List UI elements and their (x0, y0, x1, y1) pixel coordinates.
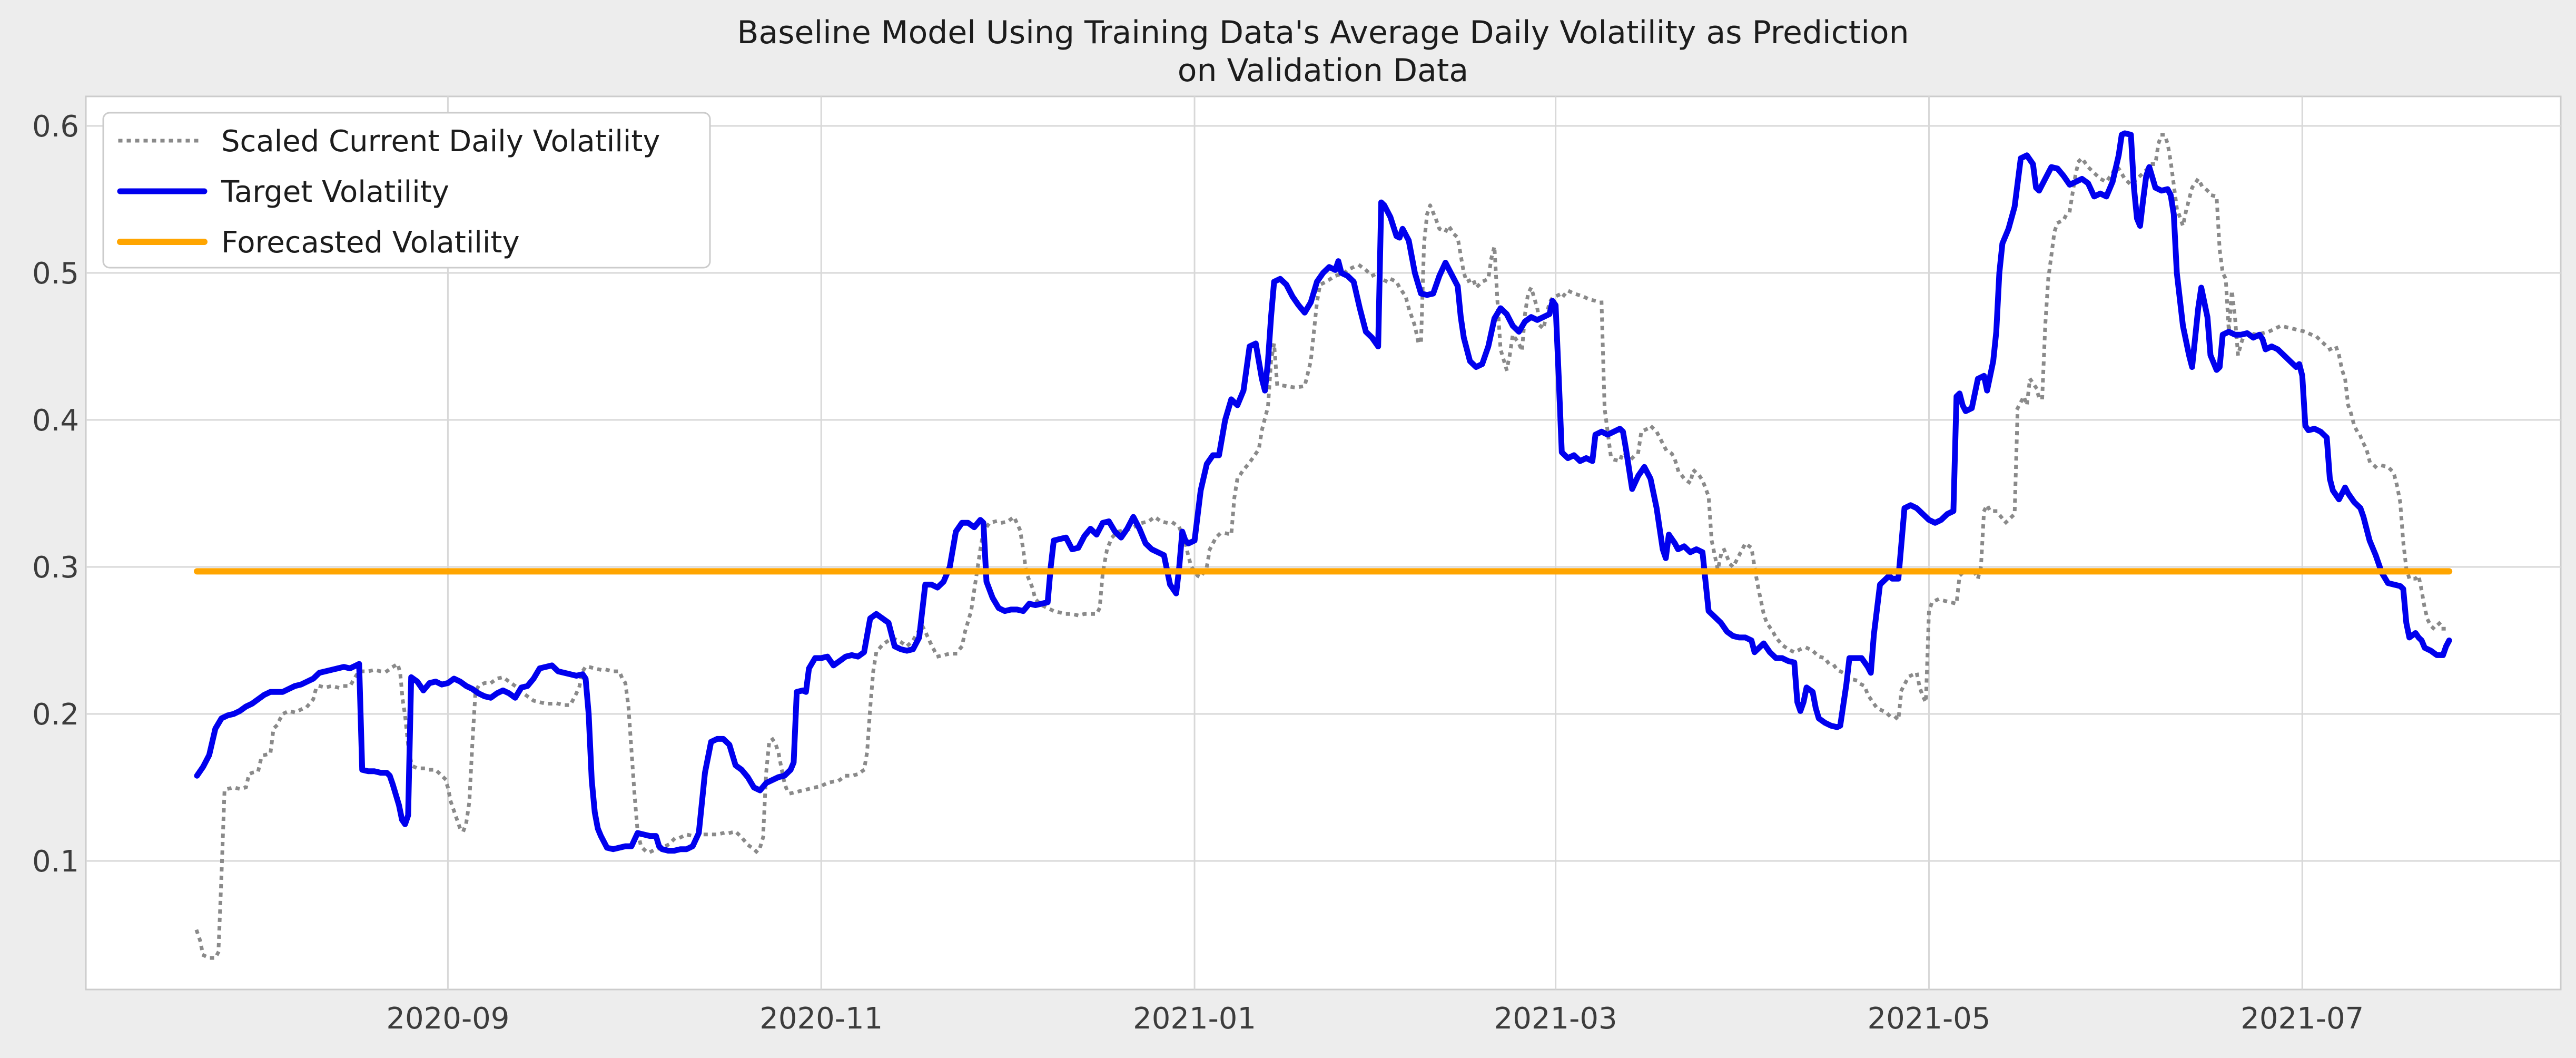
legend-label-target-volatility: Target Volatility (221, 175, 449, 209)
x-tick-label-2020-09: 2020-09 (386, 1002, 509, 1036)
y-tick-label-0.5: 0.5 (32, 257, 79, 291)
legend-label-scaled-current-daily-volatility: Scaled Current Daily Volatility (221, 124, 660, 159)
chart-title-line-1: Baseline Model Using Training Data's Ave… (737, 14, 1909, 51)
x-tick-label-2021-01: 2021-01 (1133, 1002, 1256, 1036)
target-volatility-line (194, 130, 2452, 854)
y-tick-label-0.4: 0.4 (32, 404, 79, 438)
y-tick-label-0.1: 0.1 (32, 845, 79, 879)
legend: Scaled Current Daily Volatility Target V… (102, 112, 711, 269)
legend-box (102, 112, 711, 269)
gridlines (86, 96, 2561, 990)
scaled-current-daily-volatility-line (194, 133, 2451, 960)
y-tick-label-0.3: 0.3 (32, 551, 79, 585)
y-tick-label-0.2: 0.2 (32, 698, 79, 732)
y-axis-tick-labels: 0.1 0.2 0.3 0.4 0.5 0.6 (32, 110, 79, 879)
x-tick-label-2021-05: 2021-05 (1867, 1002, 1990, 1036)
x-tick-label-2021-03: 2021-03 (1494, 1002, 1617, 1036)
chart-title-line-2: on Validation Data (1178, 52, 1468, 89)
legend-label-forecasted-volatility: Forecasted Volatility (221, 226, 520, 260)
y-tick-label-0.6: 0.6 (32, 110, 79, 144)
x-tick-label-2021-07: 2021-07 (2241, 1002, 2364, 1036)
x-axis-tick-labels: 2020-09 2020-11 2021-01 2021-03 2021-05 2021-… (386, 1002, 2364, 1036)
series-layer (194, 130, 2453, 960)
x-tick-label-2020-11: 2020-11 (759, 1002, 883, 1036)
